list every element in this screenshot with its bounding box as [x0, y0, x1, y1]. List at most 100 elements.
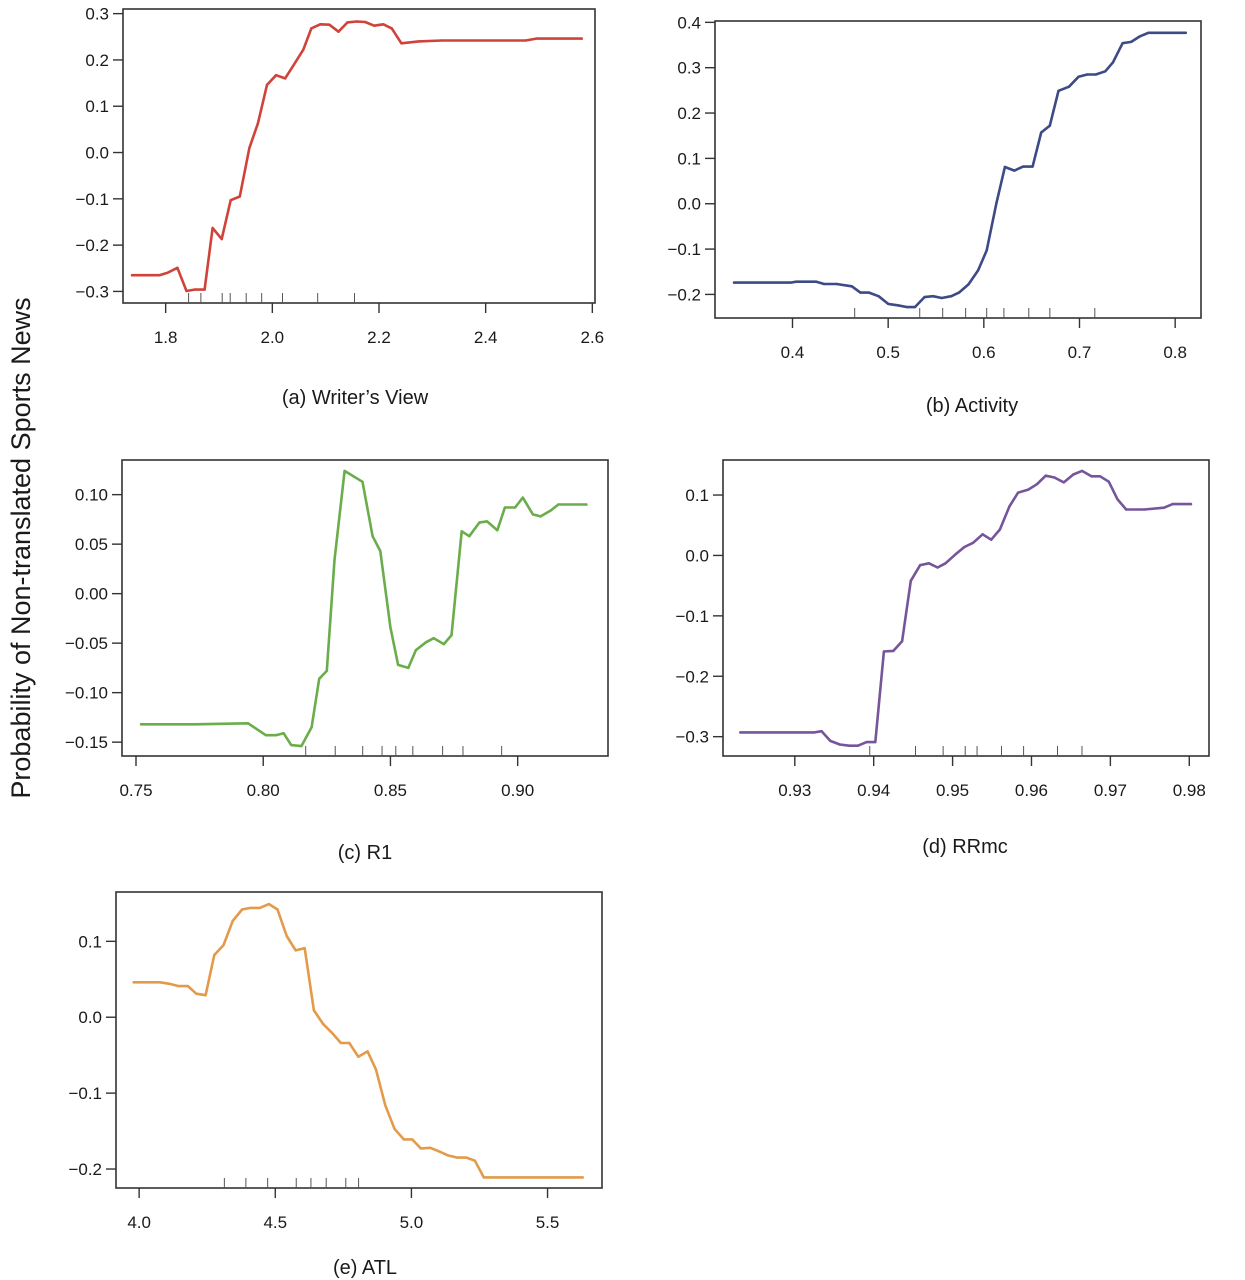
panel-d-data-point — [892, 649, 895, 653]
panel-d-y-tick-label: −0.1 — [675, 607, 709, 626]
panel-e-data-point — [322, 1022, 325, 1026]
panel-c-data-point — [274, 734, 278, 737]
panel-b-x-tick-label: 0.7 — [1068, 343, 1092, 362]
panel-b-y-tick-label: 0.3 — [677, 59, 701, 78]
panel-e-data-point — [339, 1041, 343, 1045]
panel-e-x-tick-label: 5.5 — [536, 1213, 560, 1232]
panel-e-data-point — [222, 943, 225, 947]
panel-c-data-point — [325, 669, 328, 673]
panel-c-data-point — [414, 648, 418, 652]
panel-d-data-point — [813, 731, 816, 734]
panel-c-data-point — [513, 506, 517, 509]
panel-b-data-point — [906, 305, 909, 309]
panel-e-data-point — [446, 1154, 450, 1157]
panel-c-y-tick-label: −0.10 — [65, 684, 108, 703]
panel-b-data-point — [923, 295, 926, 299]
panel-e-data-point — [231, 919, 234, 922]
panel-c-data-point — [300, 744, 303, 748]
panel-e-x-tick-label: 4.0 — [127, 1213, 151, 1232]
panel-e-data-point — [213, 953, 216, 957]
panel-a-data-point — [524, 39, 527, 42]
panel-b-data-point — [1111, 61, 1115, 64]
panel-a-data-point — [130, 274, 134, 277]
panel-d-data-point — [874, 740, 877, 744]
panel-b-series-line — [732, 31, 1187, 309]
panel-c-data-point — [333, 558, 336, 562]
panel-d-data-point — [900, 640, 904, 643]
panel-c-data-point — [521, 496, 524, 499]
panel-a-data-point — [417, 40, 420, 43]
panel-b-y-tick-label: 0.2 — [677, 104, 701, 123]
panel-e-data-point — [294, 949, 297, 952]
panel-b-data-point — [1031, 165, 1034, 168]
panel-e-data-point — [267, 902, 271, 906]
panel-d-data-point — [1171, 502, 1174, 506]
panel-a-data-point — [166, 271, 169, 275]
panel-e-data-point — [285, 934, 288, 938]
panel-a-y-tick-label: 0.3 — [85, 5, 109, 24]
panel-b-data-point — [867, 291, 871, 294]
panel-b-data-point — [815, 280, 818, 283]
panel-d-data-point — [865, 740, 868, 744]
panel-e-data-point — [419, 1147, 423, 1150]
panel-a-data-point — [535, 37, 538, 40]
panel-a-data-point — [248, 146, 251, 150]
panel-b-data-point — [985, 249, 988, 252]
panel-c-data-point — [254, 727, 257, 730]
panel-e-data-point — [186, 984, 190, 988]
panel-c-series-line — [139, 469, 588, 748]
panel-a-data-point — [283, 77, 287, 80]
panel-c-data-point — [585, 503, 588, 506]
panel-e-data-point — [204, 994, 207, 997]
panel-a-data-point — [390, 27, 393, 30]
panel-a-y-tick-label: −0.1 — [75, 190, 109, 209]
panel-b-data-point — [1086, 73, 1089, 76]
panel-d-data-point — [1016, 491, 1020, 494]
panel-b-data-point — [1147, 31, 1150, 34]
panel-d-series-line — [739, 469, 1193, 747]
panel-d-x-tick-label: 0.98 — [1173, 781, 1206, 800]
panel-b-data-point — [1104, 70, 1107, 73]
panel-b-data-point — [835, 282, 838, 286]
panel-a-y-tick-label: 0.0 — [85, 144, 109, 163]
panel-b-data-point — [896, 304, 899, 307]
panel-d: (d) RRmc 0.93 0.94 0.95 0.96 0.97 0.98 −0.3 −0.… — [675, 459, 1210, 858]
panel-e-data-point — [195, 992, 198, 995]
panel-a-data-point — [346, 21, 349, 24]
panel-e-data-point — [456, 1156, 459, 1159]
panel-d-x-tick-label: 0.94 — [857, 781, 890, 800]
panel-d-data-point — [998, 528, 1002, 531]
panel-c-data-point — [549, 509, 552, 512]
panel-b-data-point — [913, 305, 917, 309]
panel-c-data-point — [389, 626, 392, 629]
panel-e-data-point — [258, 906, 261, 910]
panel-a-data-point — [203, 288, 206, 291]
panel-a-data-point — [355, 20, 358, 23]
panel-c-data-point — [557, 503, 560, 506]
panel-b-caption: (b) Activity — [926, 395, 1018, 417]
panel-b-data-point — [967, 283, 970, 286]
panel-e-data-point — [249, 906, 252, 910]
panel-b-y-tick-label: 0.4 — [677, 13, 701, 32]
panel-a-x-tick-label: 2.6 — [581, 328, 605, 347]
panel-d-data-point — [1062, 481, 1066, 484]
panel-d-data-point — [927, 562, 931, 565]
panel-e-data-point — [473, 1159, 477, 1162]
panel-e-data-point — [402, 1138, 405, 1141]
panel-a-series-line — [130, 20, 583, 293]
panel-d-plot-frame — [722, 459, 1210, 757]
panel-d-data-point — [1072, 473, 1075, 476]
panel-b-data-point — [1138, 35, 1142, 38]
panel-b-data-point — [995, 202, 998, 205]
panel-e-plot-frame — [115, 891, 603, 1189]
panel-b-data-point — [1048, 124, 1052, 127]
panel-e-x-tick-label: 5.0 — [400, 1213, 424, 1232]
panel-b-data-point — [859, 291, 862, 294]
panel-b-data-point — [1184, 31, 1187, 34]
panel-e-data-point — [393, 1127, 396, 1131]
panel-d-data-point — [971, 541, 975, 544]
panel-d-data-point — [856, 744, 860, 747]
panel-d-data-point — [909, 579, 912, 582]
panel-b-x-tick-label: 0.6 — [972, 343, 996, 362]
panel-c-data-point — [396, 663, 400, 667]
